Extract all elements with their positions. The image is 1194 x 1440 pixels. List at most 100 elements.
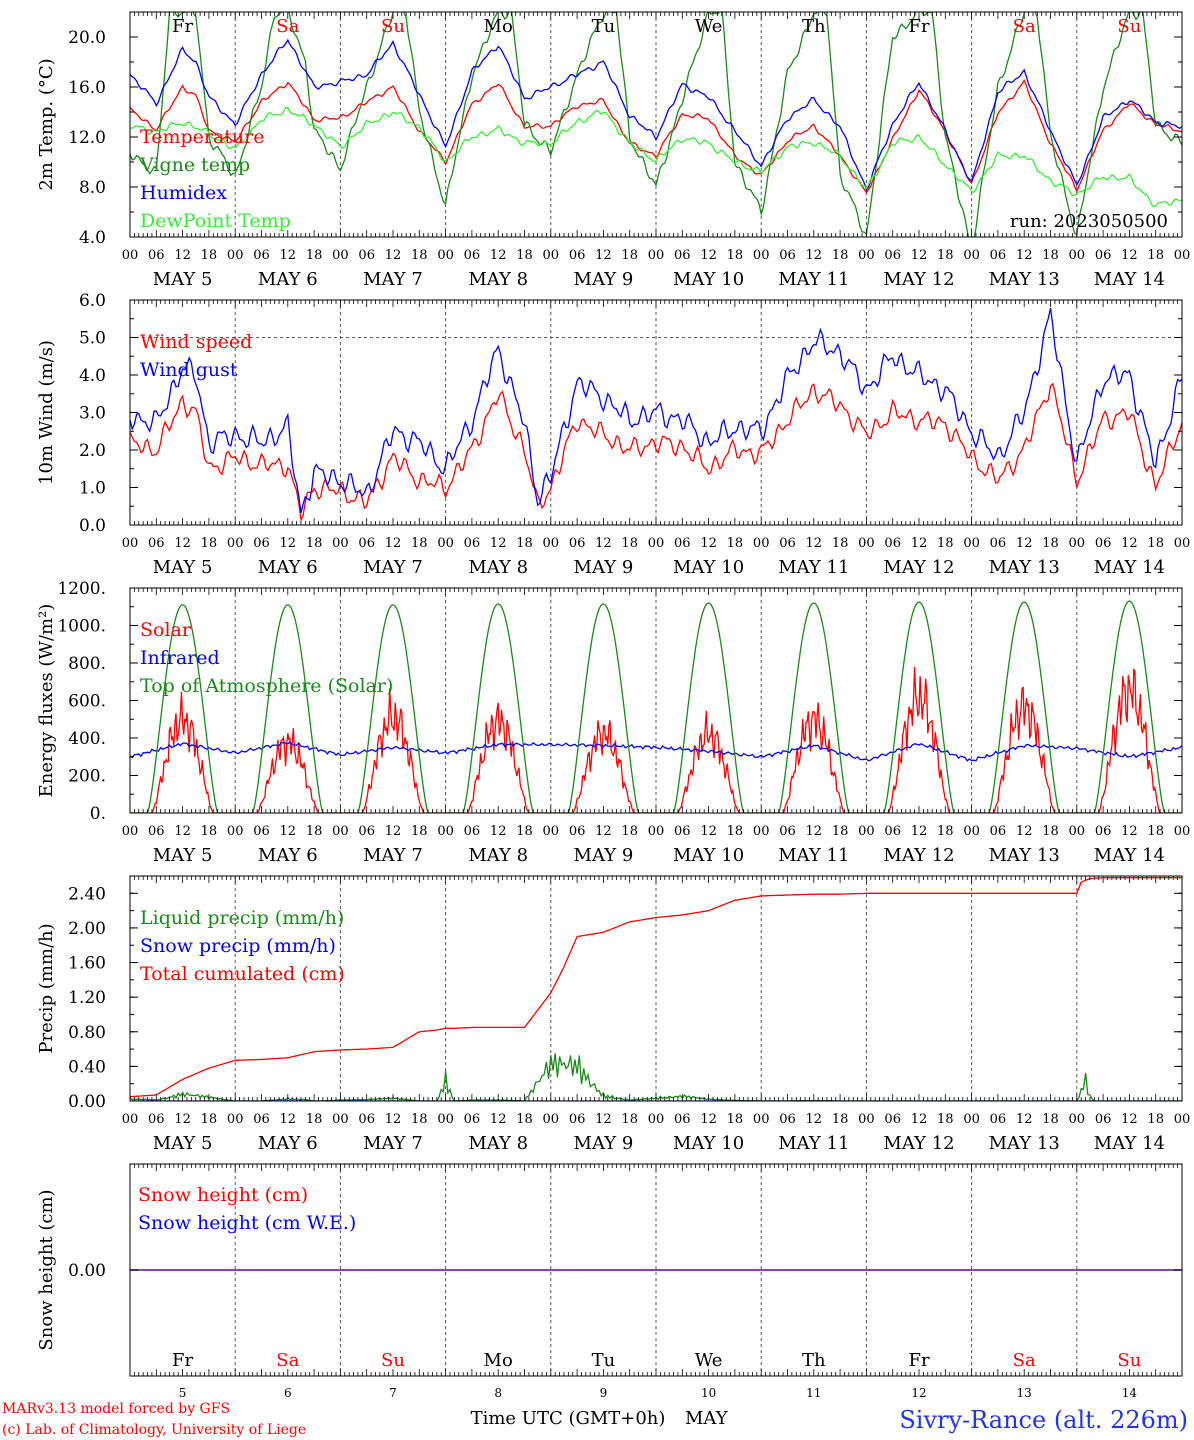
hour-tick-label: 12 — [1016, 536, 1033, 551]
hour-tick-label: 18 — [201, 536, 218, 551]
legend-entry: Top of Atmosphere (Solar) — [140, 675, 393, 697]
hour-tick-label: 18 — [832, 248, 849, 263]
hour-tick-label: 00 — [753, 1112, 770, 1127]
hour-tick-label: 12 — [385, 248, 402, 263]
legend-entry: Snow height (cm W.E.) — [138, 1212, 356, 1234]
hour-tick-label: 00 — [858, 1112, 875, 1127]
series-line-1 — [130, 307, 1182, 514]
hour-tick-label: 18 — [937, 536, 954, 551]
date-label: MAY 6 — [258, 269, 318, 290]
hour-tick-label: 00 — [227, 1112, 244, 1127]
hour-tick-label: 00 — [543, 824, 560, 839]
hour-tick-label: 18 — [516, 248, 533, 263]
day-number-label: 10 — [701, 1386, 716, 1400]
date-label: MAY 6 — [258, 845, 318, 866]
hour-tick-label: 18 — [937, 1112, 954, 1127]
hour-tick-label: 12 — [911, 1112, 928, 1127]
date-label: MAY 11 — [778, 1133, 849, 1154]
day-of-week-label: Sa — [1013, 1350, 1036, 1371]
date-label: MAY 7 — [363, 269, 423, 290]
hour-tick-label: 06 — [1095, 1112, 1112, 1127]
hour-tick-label: 06 — [253, 248, 270, 263]
date-label: MAY 7 — [363, 557, 423, 578]
day-number-label: 12 — [911, 1386, 926, 1400]
hour-tick-label: 18 — [621, 1112, 638, 1127]
hour-tick-label: 12 — [700, 248, 717, 263]
y-tick-label: 6.0 — [79, 291, 106, 311]
day-number-label: 5 — [179, 1386, 187, 1400]
hour-tick-label: 18 — [201, 1112, 218, 1127]
date-label: MAY 14 — [1094, 845, 1165, 866]
day-of-week-label: Mo — [484, 1350, 513, 1371]
hour-tick-label: 12 — [1121, 1112, 1138, 1127]
panel-wind: 0.0 1.0 2.0 3.0 4.0 5.0 6.0 10m Wind (m/s) 00 06 1… — [36, 291, 1190, 578]
hour-tick-label: 12 — [700, 536, 717, 551]
hour-tick-label: 00 — [1069, 1112, 1086, 1127]
y-tick-label: 2.0 — [79, 441, 106, 461]
hour-tick-label: 06 — [148, 1112, 165, 1127]
date-label: MAY 5 — [153, 1133, 213, 1154]
legend-entry: Liquid precip (mm/h) — [140, 907, 344, 929]
legend-entry: Temperature — [140, 126, 264, 148]
hour-tick-label: 06 — [674, 824, 691, 839]
hour-tick-label: 18 — [727, 536, 744, 551]
y-tick-label: 16.0 — [68, 78, 106, 98]
hour-tick-label: 00 — [1174, 824, 1191, 839]
date-label: MAY 10 — [673, 845, 744, 866]
date-label: MAY 13 — [989, 845, 1060, 866]
hour-tick-label: 06 — [358, 1112, 375, 1127]
hour-tick-label: 06 — [464, 536, 481, 551]
y-tick-label: 600. — [68, 692, 106, 712]
hour-tick-label: 18 — [937, 824, 954, 839]
hour-tick-label: 00 — [858, 536, 875, 551]
y-tick-label: 1.60 — [68, 954, 106, 974]
y-axis-label: Precip (mm/h) — [36, 923, 57, 1053]
hour-tick-label: 00 — [753, 536, 770, 551]
hour-tick-label: 12 — [280, 1112, 297, 1127]
station-name: Sivry-Rance (alt. 226m) — [899, 1406, 1188, 1434]
date-label: MAY 8 — [468, 845, 528, 866]
series-group — [130, 12, 1182, 237]
date-label: MAY 9 — [574, 557, 634, 578]
hour-tick-label: 00 — [1069, 824, 1086, 839]
hour-tick-label: 00 — [122, 1112, 139, 1127]
legend-entry: Vigne temp — [139, 154, 250, 176]
day-number-label: 11 — [806, 1386, 821, 1400]
hour-tick-label: 18 — [516, 1112, 533, 1127]
day-of-week-label: We — [695, 1350, 723, 1371]
day-of-week-label: Sa — [1013, 16, 1036, 37]
day-of-week-label: Tu — [592, 1350, 616, 1371]
hour-tick-label: 12 — [806, 1112, 823, 1127]
hour-tick-label: 06 — [253, 536, 270, 551]
hour-tick-label: 06 — [990, 1112, 1007, 1127]
hour-tick-label: 00 — [963, 824, 980, 839]
legend-entry: Humidex — [140, 182, 227, 204]
series-line-0 — [130, 382, 1182, 523]
hour-tick-label: 00 — [437, 824, 454, 839]
hour-tick-label: 06 — [884, 248, 901, 263]
hour-tick-label: 00 — [437, 1112, 454, 1127]
hour-tick-label: 06 — [569, 248, 586, 263]
hour-tick-label: 06 — [1095, 536, 1112, 551]
y-tick-label: 0.40 — [68, 1057, 106, 1077]
hour-tick-label: 12 — [1121, 248, 1138, 263]
credit-line-1: MARv3.13 model forced by GFS — [2, 1401, 230, 1417]
legend-entry: Total cumulated (cm) — [140, 963, 345, 985]
panel-snow: 0.00 Snow height (cm) Fr Sa Su Mo Tu We Th Fr Sa Su… — [36, 1163, 1183, 1400]
y-tick-label: 1200. — [57, 579, 106, 599]
day-of-week-label: Mo — [484, 16, 513, 37]
date-label: MAY 8 — [468, 1133, 528, 1154]
legend-entry: Infrared — [140, 647, 220, 669]
hour-tick-label: 18 — [832, 536, 849, 551]
day-of-week-label: Th — [802, 1350, 826, 1371]
hour-tick-label: 00 — [227, 536, 244, 551]
hour-tick-label: 18 — [411, 536, 428, 551]
y-tick-label: 12.0 — [68, 128, 106, 148]
date-label: MAY 8 — [468, 557, 528, 578]
y-tick-label: 4.0 — [79, 228, 106, 248]
date-label: MAY 13 — [989, 269, 1060, 290]
y-tick-label: 2.00 — [68, 919, 106, 939]
hour-tick-label: 00 — [332, 248, 349, 263]
hour-tick-label: 00 — [543, 248, 560, 263]
date-label: MAY 8 — [468, 269, 528, 290]
